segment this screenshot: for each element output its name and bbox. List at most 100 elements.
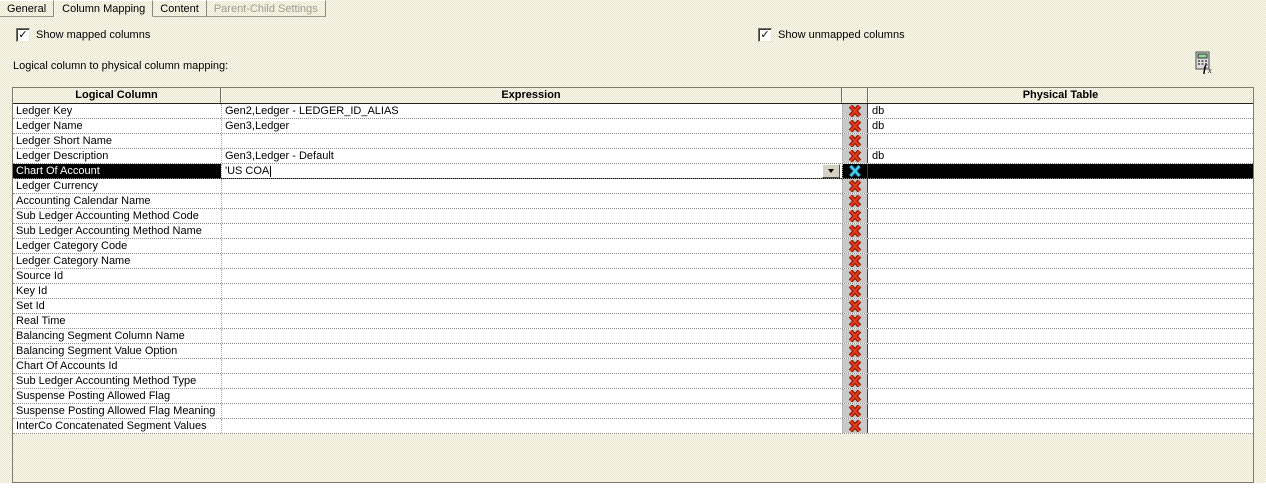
expression-cell[interactable]: Gen2,Ledger - LEDGER_ID_ALIAS: [221, 104, 842, 118]
delete-x-icon[interactable]: [848, 270, 862, 282]
physical-table-cell[interactable]: [868, 329, 1253, 343]
expression-cell[interactable]: [221, 404, 842, 418]
remove-mapping-cell[interactable]: [842, 179, 868, 193]
physical-table-cell[interactable]: [868, 164, 1253, 178]
delete-x-icon[interactable]: [848, 300, 862, 312]
table-row[interactable]: Sub Ledger Accounting Method Type: [13, 374, 1253, 389]
delete-x-icon[interactable]: [848, 210, 862, 222]
logical-column-cell[interactable]: Ledger Description: [16, 150, 109, 162]
table-row[interactable]: Sub Ledger Accounting Method Code: [13, 209, 1253, 224]
tab-column-mapping[interactable]: Column Mapping: [54, 0, 154, 17]
delete-x-icon[interactable]: [848, 375, 862, 387]
delete-x-icon[interactable]: [848, 390, 862, 402]
logical-column-cell[interactable]: Set Id: [16, 300, 45, 312]
remove-mapping-cell[interactable]: [842, 104, 868, 118]
remove-mapping-cell[interactable]: [842, 134, 868, 148]
expression-cell[interactable]: [221, 224, 842, 238]
physical-table-cell[interactable]: [868, 179, 1253, 193]
physical-table-cell[interactable]: [868, 224, 1253, 238]
table-row[interactable]: Ledger Name Gen3,Ledger db: [13, 119, 1253, 134]
table-row[interactable]: Source Id: [13, 269, 1253, 284]
delete-x-icon[interactable]: [848, 420, 862, 432]
expression-cell[interactable]: [221, 209, 842, 223]
table-row[interactable]: Set Id: [13, 299, 1253, 314]
expression-cell[interactable]: Gen3,Ledger: [221, 119, 842, 133]
physical-table-cell[interactable]: [868, 344, 1253, 358]
physical-table-cell[interactable]: [868, 359, 1253, 373]
table-row[interactable]: Sub Ledger Accounting Method Name: [13, 224, 1253, 239]
physical-table-cell[interactable]: [868, 299, 1253, 313]
expression-cell[interactable]: 'US COA: [221, 164, 842, 178]
delete-x-icon[interactable]: [848, 360, 862, 372]
table-row[interactable]: Chart Of Account 'US COA: [13, 164, 1253, 179]
table-row[interactable]: Ledger Short Name: [13, 134, 1253, 149]
table-row[interactable]: Balancing Segment Column Name: [13, 329, 1253, 344]
expression-cell[interactable]: [221, 329, 842, 343]
remove-mapping-cell[interactable]: [842, 329, 868, 343]
expression-cell[interactable]: [221, 269, 842, 283]
remove-mapping-cell[interactable]: [842, 164, 868, 178]
table-row[interactable]: Suspense Posting Allowed Flag: [13, 389, 1253, 404]
table-row[interactable]: Key Id: [13, 284, 1253, 299]
show-unmapped-columns-checkbox[interactable]: ✓ Show unmapped columns: [758, 28, 905, 42]
expression-cell[interactable]: [221, 239, 842, 253]
remove-mapping-cell[interactable]: [842, 389, 868, 403]
delete-x-icon[interactable]: [848, 240, 862, 252]
delete-x-icon[interactable]: [848, 195, 862, 207]
delete-x-icon[interactable]: [848, 405, 862, 417]
logical-column-cell[interactable]: Ledger Short Name: [16, 135, 112, 147]
table-row[interactable]: Ledger Description Gen3,Ledger - Default…: [13, 149, 1253, 164]
delete-x-icon[interactable]: [848, 150, 862, 162]
physical-table-cell[interactable]: [868, 389, 1253, 403]
remove-mapping-cell[interactable]: [842, 344, 868, 358]
expression-cell[interactable]: [221, 284, 842, 298]
logical-column-cell[interactable]: Chart Of Account: [16, 165, 100, 177]
remove-mapping-cell[interactable]: [842, 194, 868, 208]
table-row[interactable]: Ledger Key Gen2,Ledger - LEDGER_ID_ALIAS…: [13, 104, 1253, 119]
table-row[interactable]: Real Time: [13, 314, 1253, 329]
remove-mapping-cell[interactable]: [842, 374, 868, 388]
physical-table-cell[interactable]: [868, 374, 1253, 388]
delete-x-icon[interactable]: [848, 180, 862, 192]
expression-builder-button[interactable]: f x: [1193, 50, 1217, 75]
table-row[interactable]: Ledger Currency: [13, 179, 1253, 194]
remove-mapping-cell[interactable]: [842, 254, 868, 268]
checkbox-box[interactable]: ✓: [16, 28, 30, 42]
physical-table-cell[interactable]: [868, 134, 1253, 148]
expression-cell[interactable]: [221, 374, 842, 388]
remove-mapping-cell[interactable]: [842, 149, 868, 163]
remove-mapping-cell[interactable]: [842, 314, 868, 328]
expression-cell[interactable]: [221, 179, 842, 193]
logical-column-cell[interactable]: InterCo Concatenated Segment Values: [16, 420, 207, 432]
logical-column-cell[interactable]: Real Time: [16, 315, 66, 327]
delete-x-icon[interactable]: [848, 255, 862, 267]
table-row[interactable]: Accounting Calendar Name: [13, 194, 1253, 209]
delete-x-icon[interactable]: [848, 285, 862, 297]
remove-mapping-cell[interactable]: [842, 299, 868, 313]
remove-mapping-cell[interactable]: [842, 269, 868, 283]
logical-column-cell[interactable]: Sub Ledger Accounting Method Type: [16, 375, 197, 387]
physical-table-cell[interactable]: [868, 314, 1253, 328]
expression-cell[interactable]: Gen3,Ledger - Default: [221, 149, 842, 163]
delete-x-icon[interactable]: [848, 165, 862, 177]
expression-dropdown-button[interactable]: [822, 164, 840, 178]
logical-column-cell[interactable]: Balancing Segment Column Name: [16, 330, 185, 342]
logical-column-cell[interactable]: Ledger Category Name: [16, 255, 131, 267]
expression-cell[interactable]: [221, 359, 842, 373]
delete-x-icon[interactable]: [848, 135, 862, 147]
table-row[interactable]: Balancing Segment Value Option: [13, 344, 1253, 359]
header-expression[interactable]: Expression: [221, 88, 842, 103]
expression-cell[interactable]: [221, 299, 842, 313]
expression-cell[interactable]: [221, 134, 842, 148]
physical-table-cell[interactable]: [868, 239, 1253, 253]
expression-cell[interactable]: [221, 314, 842, 328]
physical-table-cell[interactable]: db: [872, 150, 885, 162]
remove-mapping-cell[interactable]: [842, 224, 868, 238]
physical-table-cell[interactable]: [868, 269, 1253, 283]
delete-x-icon[interactable]: [848, 225, 862, 237]
logical-column-cell[interactable]: Ledger Key: [16, 105, 73, 117]
checkbox-box[interactable]: ✓: [758, 28, 772, 42]
physical-table-cell[interactable]: [868, 419, 1253, 433]
table-row[interactable]: Ledger Category Code: [13, 239, 1253, 254]
physical-table-cell[interactable]: [868, 209, 1253, 223]
